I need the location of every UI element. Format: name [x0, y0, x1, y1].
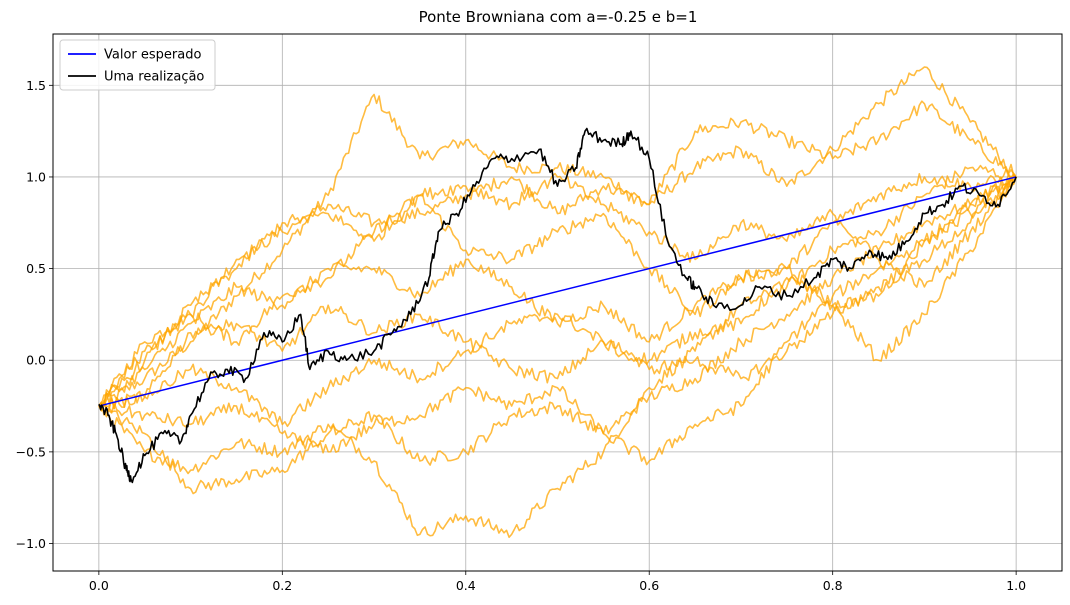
x-tick-label: 0.6 [639, 578, 659, 593]
y-tick-label: 1.0 [26, 169, 46, 184]
x-tick-label: 0.8 [823, 578, 843, 593]
legend-box [59, 39, 216, 91]
legend-label: Valor esperado [104, 48, 201, 63]
y-tick-label: 0.0 [26, 353, 46, 368]
x-tick-label: 0.0 [89, 578, 109, 593]
highlighted-paths [98, 127, 1017, 484]
simulation-path [98, 175, 1017, 428]
simulation-path [98, 172, 1017, 407]
simulation-path [98, 175, 1017, 407]
legend-label: Uma realização [104, 70, 204, 85]
simulation-path [98, 66, 1017, 407]
plot-frame [52, 33, 1063, 572]
y-tick-label: −1.0 [16, 536, 46, 551]
simulation-path [98, 174, 1017, 412]
y-tick-label: −0.5 [16, 444, 46, 459]
simulation-path [98, 172, 1017, 407]
x-tick-label: 1.0 [1006, 578, 1026, 593]
x-tick-label: 0.4 [456, 578, 476, 593]
y-tick-label: 1.5 [26, 78, 46, 93]
axis-ticks: 0.0 0.2 0.4 0.6 0.8 1.0 −1.0 −0.5 0.0 0.5 1.0 1.5 [16, 78, 1026, 593]
simulation-path [98, 164, 1017, 539]
y-tick-label: 0.5 [26, 261, 46, 276]
simulation-paths [98, 66, 1017, 539]
x-tick-label: 0.2 [272, 578, 292, 593]
chart-title: Ponte Browniana com a=-0.25 e b=1 [419, 8, 698, 26]
simulation-path [98, 176, 1017, 495]
expected-value-line [98, 176, 1017, 407]
simulation-path [98, 100, 1017, 407]
realization-path [98, 127, 1017, 484]
simulation-path [98, 176, 1017, 466]
legend: Valor esperado Uma realização [59, 39, 216, 91]
